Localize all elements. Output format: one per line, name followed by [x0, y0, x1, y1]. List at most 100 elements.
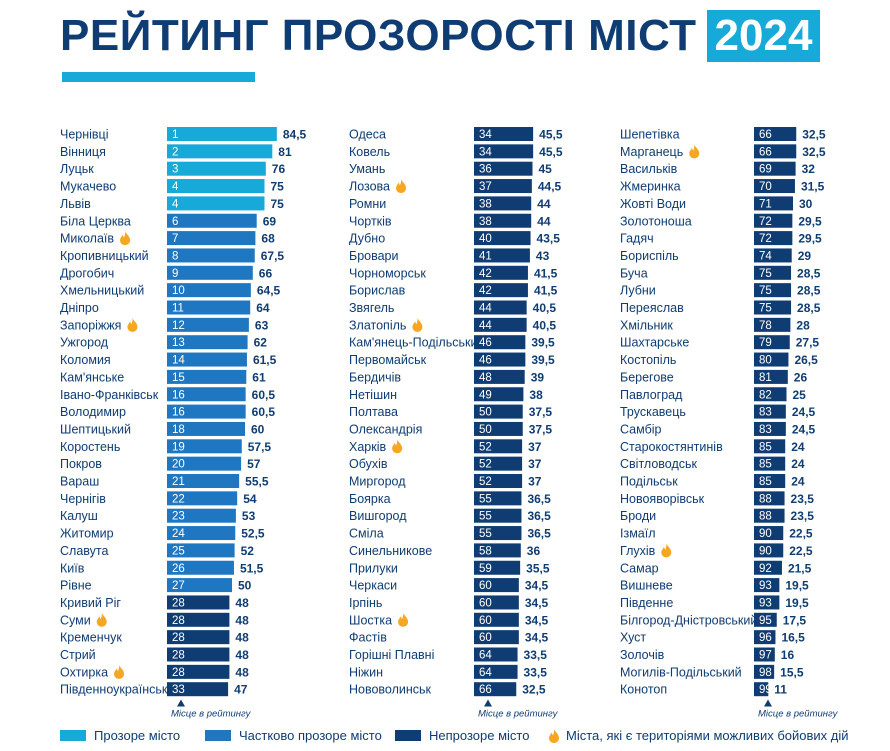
score-label: 22,5: [789, 544, 813, 558]
chart-row: Лозова 37 44,5: [349, 179, 562, 194]
city-label: Запоріжжя: [60, 318, 121, 332]
chart-row: Одеса 34 45,5: [349, 127, 563, 142]
chart-row: Умань 36 45: [349, 161, 552, 176]
city-label: Шахтарське: [620, 336, 689, 350]
score-label: 47: [234, 683, 248, 697]
rank-label: 64: [479, 667, 492, 679]
bar: [754, 421, 786, 436]
bar: [167, 300, 251, 315]
rank-label: 85: [759, 441, 772, 453]
city-label: Буча: [620, 266, 648, 280]
fire-icon: [661, 543, 672, 558]
chart-row: Буча 75 28,5: [620, 265, 821, 280]
city-label: Прилуки: [349, 561, 398, 575]
score-label: 16,5: [781, 631, 805, 645]
city-label: Володимир: [60, 405, 126, 419]
bar: [754, 265, 792, 280]
chart-row: Переяслав 75 28,5: [620, 300, 821, 315]
bar: [167, 352, 247, 367]
bar: [754, 248, 792, 263]
score-label: 24: [791, 475, 805, 489]
chart-row: Володимир 16 60,5: [60, 404, 275, 419]
bar: [474, 560, 521, 575]
score-label: 48: [235, 613, 249, 627]
rank-label: 3: [172, 164, 178, 176]
fire-icon: [689, 144, 700, 159]
bar: [167, 369, 247, 384]
bar: [754, 317, 791, 332]
fire-icon: [392, 439, 403, 454]
rank-label: 4: [172, 181, 179, 193]
score-label: 28,5: [797, 301, 821, 315]
bar: [167, 196, 265, 211]
rank-label: 34: [479, 146, 492, 158]
rank-label: 24: [172, 528, 185, 540]
score-label: 28,5: [797, 266, 821, 280]
rank-label: 98: [759, 667, 772, 679]
axis-note: Місце в рейтингу: [478, 709, 559, 720]
score-label: 60: [251, 422, 265, 436]
bar: [167, 387, 246, 402]
title-underline: [62, 72, 255, 82]
bar: [167, 248, 255, 263]
chart-row: Коростень 19 57,5: [60, 439, 271, 454]
city-label: Гадяч: [620, 232, 654, 246]
city-label: Чернівці: [60, 128, 109, 142]
city-label: Боярка: [349, 492, 391, 506]
bar: [754, 161, 796, 176]
rank-label: 25: [172, 545, 185, 557]
score-label: 37: [528, 457, 542, 471]
score-label: 48: [235, 665, 249, 679]
score-label: 11: [774, 683, 787, 697]
rank-label: 42: [479, 268, 492, 280]
city-label: Миколаїв: [60, 232, 114, 246]
bar: [167, 491, 238, 506]
bar: [474, 595, 519, 610]
score-label: 61,5: [253, 353, 277, 367]
score-label: 69: [263, 214, 277, 228]
city-label: Глухів: [620, 544, 656, 558]
chart-row: Бровари 41 43: [349, 248, 550, 263]
rank-label: 19: [172, 441, 185, 453]
score-label: 64,5: [257, 284, 281, 298]
chart-row: Ніжин 64 33,5: [349, 664, 547, 679]
rank-label: 90: [759, 545, 772, 557]
chart-row: Гадяч 72 29,5: [620, 231, 822, 246]
city-label: Калуш: [60, 509, 98, 523]
chart-row: Броди 88 23,5: [620, 508, 814, 523]
rank-label: 28: [172, 615, 185, 627]
chart-row: Новояворівськ 88 23,5: [620, 491, 814, 506]
bar: [167, 682, 229, 697]
score-label: 24,5: [792, 405, 816, 419]
rank-label: 28: [172, 650, 185, 662]
score-label: 50: [238, 579, 252, 593]
city-label: Сміла: [349, 527, 384, 541]
city-label: Кривий Ріг: [60, 596, 121, 610]
chart-row: Конотоп 99 11: [620, 682, 787, 697]
rank-label: 28: [172, 632, 185, 644]
legend-label-opaque: Непрозоре місто: [429, 728, 530, 743]
bar: [474, 682, 517, 697]
fire-icon: [398, 612, 409, 627]
rank-label: 8: [172, 250, 178, 262]
city-label: Івано-Франківськ: [60, 388, 159, 402]
rank-label: 97: [759, 650, 772, 662]
rank-label: 79: [759, 337, 772, 349]
rank-label: 92: [759, 563, 772, 575]
chart-row: Шепетівка 66 32,5: [620, 127, 826, 142]
bar: [754, 682, 769, 697]
legend-swatch-transparent: [60, 730, 86, 741]
city-label: Ізмаїл: [620, 527, 656, 541]
chart-row: Обухів 52 37: [349, 456, 542, 471]
city-label: Вараш: [60, 475, 99, 489]
score-label: 16: [781, 648, 795, 662]
bar: [754, 196, 793, 211]
rank-label: 70: [759, 181, 772, 193]
chart-row: Фастів 60 34,5: [349, 630, 549, 645]
chart-row: Мукачево 4 75: [60, 179, 284, 194]
chart-row: Івано-Франківськ 16 60,5: [60, 387, 275, 402]
city-label: Ромни: [349, 197, 386, 211]
score-label: 64: [256, 301, 270, 315]
legend-item-combat: Міста, які є територіями можливих бойови…: [548, 728, 849, 743]
score-label: 26: [794, 370, 808, 384]
